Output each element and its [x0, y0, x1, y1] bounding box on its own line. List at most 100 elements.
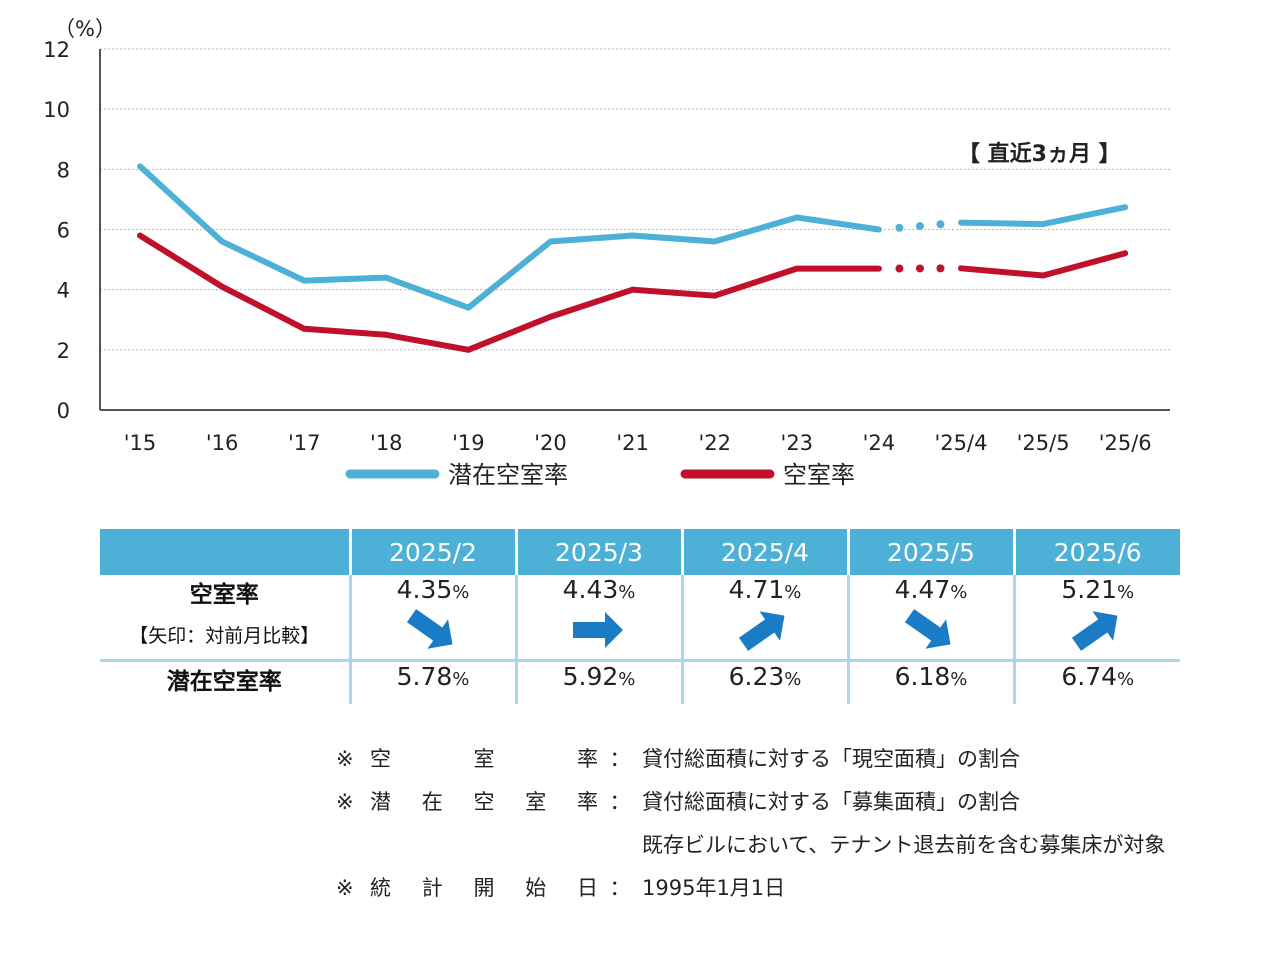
x-tick-label: '24 — [863, 431, 896, 455]
month-header: 2025/5 — [846, 529, 1014, 575]
x-tick-label: '15 — [124, 431, 157, 455]
data-point — [794, 214, 800, 220]
data-point — [548, 239, 553, 245]
data-point — [712, 293, 718, 299]
potential-value: 6.23% — [728, 662, 802, 691]
series-line — [958, 204, 1129, 228]
data-point — [301, 278, 307, 284]
axes — [99, 49, 1170, 411]
gap-dot — [895, 264, 904, 273]
data-point — [1040, 273, 1046, 279]
data-point — [1122, 204, 1128, 210]
table-header-row: 2025/2 2025/3 2025/4 2025/5 2025/6 — [100, 529, 1180, 575]
potential-vacancy-rate-row: 潜在空室率 5.78% 5.92% 6.23% 6.18% 6.74% — [100, 659, 1180, 704]
data-point — [465, 305, 471, 311]
vacancy-rate-label: 空室率 — [189, 582, 259, 608]
vacancy-cell: 5.21% — [1012, 575, 1181, 661]
vacancy-row-header: 空室率 【矢印：対前月比較】 — [100, 575, 350, 661]
note-mark: ※ — [336, 876, 354, 900]
legend: 潜在空室率 空室率 — [345, 461, 855, 489]
x-tick-label: '16 — [206, 431, 239, 455]
footnote-row: ※ 空室率 ： 貸付総面積に対する「現空面積」の割合 — [336, 738, 1165, 781]
table-corner — [100, 529, 350, 575]
data-point — [465, 347, 471, 353]
vacancy-rate-line-chart: 0 2 4 6 8 10 12 '15 '16 '17 '18 '19 '20 '21 '22 '23 '24… — [43, 17, 1170, 489]
data-point — [1040, 221, 1046, 227]
footnote-row: 既存ビルにおいて、テナント退去前を含む募集床が対象 — [336, 824, 1165, 867]
potential-value: 6.18% — [894, 662, 968, 691]
x-tick-label: '20 — [534, 431, 567, 455]
y-unit-label: （%） — [54, 17, 116, 41]
potential-value: 5.92% — [562, 662, 636, 691]
potential-cell: 5.78% — [348, 659, 516, 704]
note-mark: ※ — [336, 790, 354, 814]
data-point — [958, 265, 964, 271]
vacancy-cell: 4.71% — [680, 575, 848, 661]
potential-vacancy-label: 潜在空室率 — [166, 669, 282, 695]
y-tick-label: 10 — [43, 98, 70, 122]
note-colon: ： — [609, 747, 631, 771]
note-label — [370, 824, 598, 867]
trend-flat-arrow-icon — [518, 608, 681, 656]
vacancy-cell: 4.35% — [348, 575, 516, 661]
gap-dot — [936, 264, 945, 273]
data-point — [301, 326, 307, 332]
y-axis-ticks: 0 2 4 6 8 10 12 — [43, 38, 70, 423]
data-point — [876, 266, 882, 272]
data-point — [1122, 250, 1128, 256]
data-point — [794, 266, 800, 272]
trend-down-arrow-icon — [850, 608, 1013, 656]
note-mark — [336, 824, 370, 867]
vacancy-value: 4.43% — [562, 575, 636, 604]
x-axis-ticks: '15 '16 '17 '18 '19 '20 '21 '22 '23 '24 '25/4 '25/5… — [124, 431, 1152, 455]
note-label: 空室率 — [370, 747, 598, 771]
gap-dot — [936, 220, 945, 229]
trend-down-arrow-icon — [352, 608, 515, 656]
x-tick-label: '18 — [370, 431, 403, 455]
data-point — [137, 163, 143, 169]
y-tick-label: 12 — [43, 38, 70, 62]
note-text: 貸付総面積に対する「現空面積」の割合 — [642, 747, 1020, 771]
footnote-row: ※ 統計開始日 ： 1995年1月1日 — [336, 867, 1165, 910]
note-text: 貸付総面積に対する「募集面積」の割合 — [642, 790, 1020, 814]
series-line — [137, 232, 882, 353]
series-line — [137, 163, 882, 311]
vacancy-rate-row: 空室率 【矢印：対前月比較】 4.35% 4.43% 4.71% 4.47% 5… — [100, 575, 1180, 661]
potential-value: 5.78% — [396, 662, 470, 691]
x-tick-label: '19 — [452, 431, 485, 455]
vacancy-value: 4.71% — [728, 575, 802, 604]
data-point — [137, 233, 143, 239]
data-point — [958, 220, 964, 226]
x-tick-label: '25/6 — [1099, 431, 1152, 455]
gap-dot — [895, 223, 904, 232]
gap-dot — [915, 264, 924, 273]
x-tick-label: '17 — [288, 431, 321, 455]
potential-cell: 6.74% — [1012, 659, 1180, 704]
y-tick-label: 4 — [57, 279, 70, 303]
data-point — [219, 239, 225, 245]
note-mark: ※ — [336, 747, 354, 771]
month-header: 2025/6 — [1012, 529, 1180, 575]
trend-up-arrow-icon — [1016, 608, 1181, 656]
data-point — [548, 314, 553, 320]
note-colon: ： — [609, 876, 631, 900]
x-tick-label: '21 — [616, 431, 649, 455]
note-label: 潜在空室率 — [370, 790, 598, 814]
legend-label: 潜在空室率 — [448, 461, 568, 489]
data-point — [219, 284, 225, 290]
gap-dot — [915, 222, 924, 231]
series-lines — [137, 163, 1129, 353]
vacancy-value: 4.47% — [894, 575, 968, 604]
trend-up-arrow-icon — [684, 608, 847, 656]
potential-cell: 6.23% — [680, 659, 848, 704]
recent-3-months-annotation: 【 直近3ヵ月 】 — [958, 141, 1121, 167]
data-point — [383, 332, 389, 338]
arrow-legend-label: 【矢印：対前月比較】 — [129, 625, 320, 647]
y-tick-label: 8 — [57, 158, 70, 182]
note-colon — [598, 824, 642, 867]
note-colon: ： — [609, 790, 631, 814]
data-point — [630, 287, 636, 293]
series-line — [958, 250, 1129, 279]
month-header: 2025/3 — [514, 529, 682, 575]
vacancy-value: 5.21% — [1061, 575, 1135, 604]
